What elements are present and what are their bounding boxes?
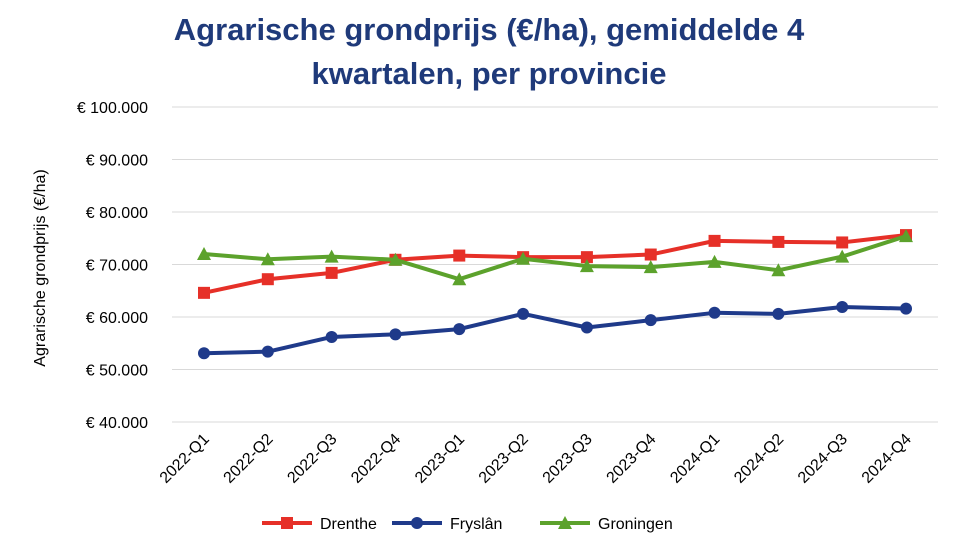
x-axis-ticks: 2022-Q1 2022-Q2 2022-Q3 2022-Q4 2023-Q1 2023-… [157, 431, 915, 487]
chart-title-line-2: kwartalen, per provincie [311, 56, 667, 91]
data-point-drenthe [580, 251, 593, 264]
data-point-drenthe [644, 248, 657, 261]
y-tick-label: € 40.000 [86, 415, 148, 432]
legend-label: Fryslân [450, 516, 502, 533]
data-point-groningen [388, 252, 403, 266]
series-groningen [197, 229, 913, 286]
data-point-frysln [580, 321, 593, 334]
data-point-groningen [707, 254, 722, 268]
data-point-frysln [198, 347, 210, 360]
data-point-groningen [516, 251, 531, 265]
x-tick-label: 2023-Q3 [540, 431, 596, 487]
data-point-frysln [708, 306, 721, 319]
data-point-groningen [899, 229, 913, 243]
y-axis-label: Agrarische grondprijs (€/ha) [32, 169, 49, 366]
data-point-frysln [772, 307, 785, 320]
series-line-frysln [202, 305, 908, 356]
legend-label: Groningen [598, 516, 673, 533]
x-tick-label: 2022-Q4 [348, 431, 404, 487]
legend-marker [558, 516, 572, 529]
y-tick-label: € 70.000 [86, 258, 148, 275]
data-point-frysln [325, 330, 338, 343]
data-point-groningen [324, 249, 339, 263]
data-point-frysln [644, 314, 657, 327]
data-point-frysln [517, 307, 530, 320]
y-tick-label: € 50.000 [86, 363, 148, 380]
data-point-groningen [835, 249, 850, 263]
data-point-frysln [453, 323, 466, 336]
data-point-groningen [197, 247, 211, 260]
x-tick-label: 2024-Q1 [667, 431, 723, 487]
data-point-frysln [836, 301, 849, 314]
chart-title: Agrarische grondprijs (€/ha), gemiddelde… [0, 8, 978, 96]
y-tick-label: € 100.000 [77, 100, 148, 117]
x-tick-label: 2022-Q2 [221, 431, 277, 487]
x-tick-label: 2024-Q4 [859, 431, 915, 487]
data-point-drenthe [836, 236, 849, 249]
data-point-groningen [579, 259, 594, 273]
data-point-groningen [260, 252, 275, 266]
series-line-drenthe [202, 233, 908, 295]
legend-marker [411, 517, 423, 529]
data-point-drenthe [453, 249, 466, 262]
data-point-frysln [900, 302, 912, 315]
x-tick-label: 2024-Q3 [795, 431, 851, 487]
data-point-drenthe [772, 235, 785, 248]
series-line-groningen [202, 234, 908, 282]
data-point-groningen [452, 272, 467, 286]
legend-item-frysln: Fryslân [392, 516, 502, 533]
data-point-frysln [389, 328, 402, 341]
y-tick-label: € 80.000 [86, 205, 148, 222]
data-point-frysln [261, 345, 274, 358]
gridlines [172, 106, 938, 423]
y-axis-ticks: € 40.000 € 50.000 € 60.000 € 70.000 € 80.000… [77, 100, 148, 432]
x-tick-label: 2022-Q3 [284, 431, 340, 487]
legend-item-groningen: Groningen [540, 516, 673, 533]
x-tick-label: 2022-Q1 [157, 431, 213, 487]
legend-item-drenthe: Drenthe [262, 516, 377, 533]
y-tick-label: € 90.000 [86, 153, 148, 170]
x-tick-label: 2023-Q1 [412, 431, 468, 487]
legend: Drenthe Fryslân Groningen [262, 516, 673, 533]
y-tick-label: € 60.000 [86, 310, 148, 327]
data-point-drenthe [198, 286, 210, 299]
legend-label: Drenthe [320, 516, 377, 533]
data-point-drenthe [325, 266, 338, 279]
series-lines [197, 229, 913, 360]
x-tick-label: 2023-Q4 [604, 431, 660, 487]
data-point-groningen [643, 260, 658, 274]
data-point-groningen [771, 263, 786, 277]
data-point-drenthe [708, 234, 721, 247]
series-drenthe [198, 229, 912, 299]
x-tick-label: 2023-Q2 [476, 431, 532, 487]
legend-marker [281, 517, 293, 529]
data-point-drenthe [261, 273, 274, 286]
x-tick-label: 2024-Q2 [731, 431, 787, 487]
series-frysln [198, 301, 912, 360]
chart-title-line-1: Agrarische grondprijs (€/ha), gemiddelde… [173, 12, 805, 47]
